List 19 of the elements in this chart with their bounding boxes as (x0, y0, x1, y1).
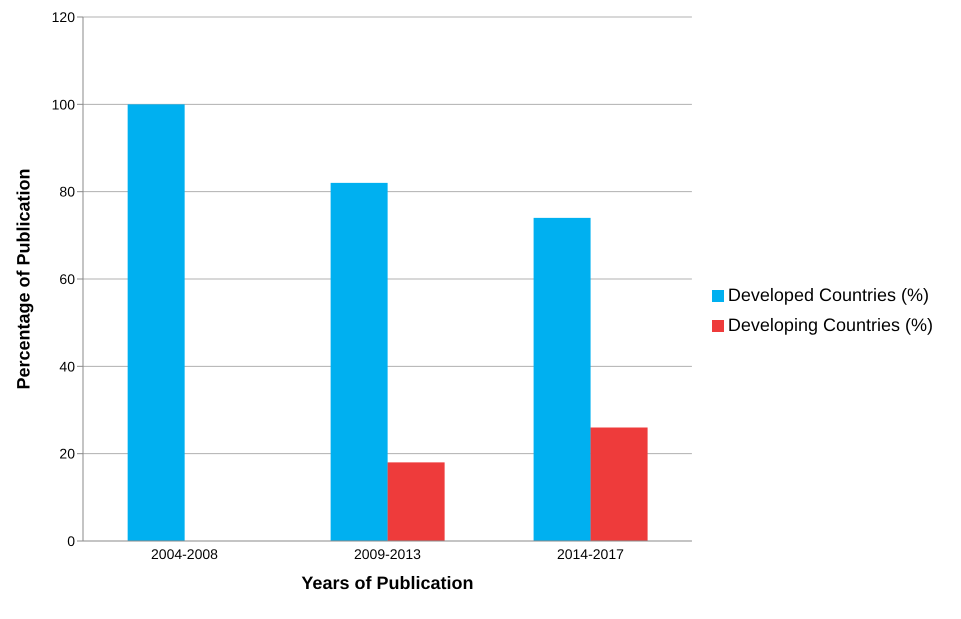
legend-label: Developed Countries (%) (728, 284, 929, 304)
bar (388, 462, 445, 541)
y-axis-title: Percentage of Publication (13, 168, 34, 390)
x-tick-label: 2009-2013 (354, 546, 422, 562)
bar (590, 427, 648, 541)
y-tick-label: 80 (59, 184, 76, 200)
x-tick-label: 2004-2008 (151, 546, 218, 562)
y-tick-label: 120 (52, 8, 76, 25)
x-axis-title: Years of Publication (301, 573, 474, 593)
y-tick-label: 100 (52, 96, 76, 112)
bar (128, 104, 185, 541)
y-tick-label: 20 (59, 446, 76, 462)
bar (534, 218, 591, 541)
y-tick-label: 40 (59, 358, 76, 374)
x-tick-label: 2014-2017 (556, 546, 624, 562)
bar (330, 182, 388, 541)
y-tick-label: 0 (67, 532, 76, 549)
legend-label: Developing Countries (%) (728, 314, 933, 334)
y-tick-label: 60 (59, 270, 76, 287)
